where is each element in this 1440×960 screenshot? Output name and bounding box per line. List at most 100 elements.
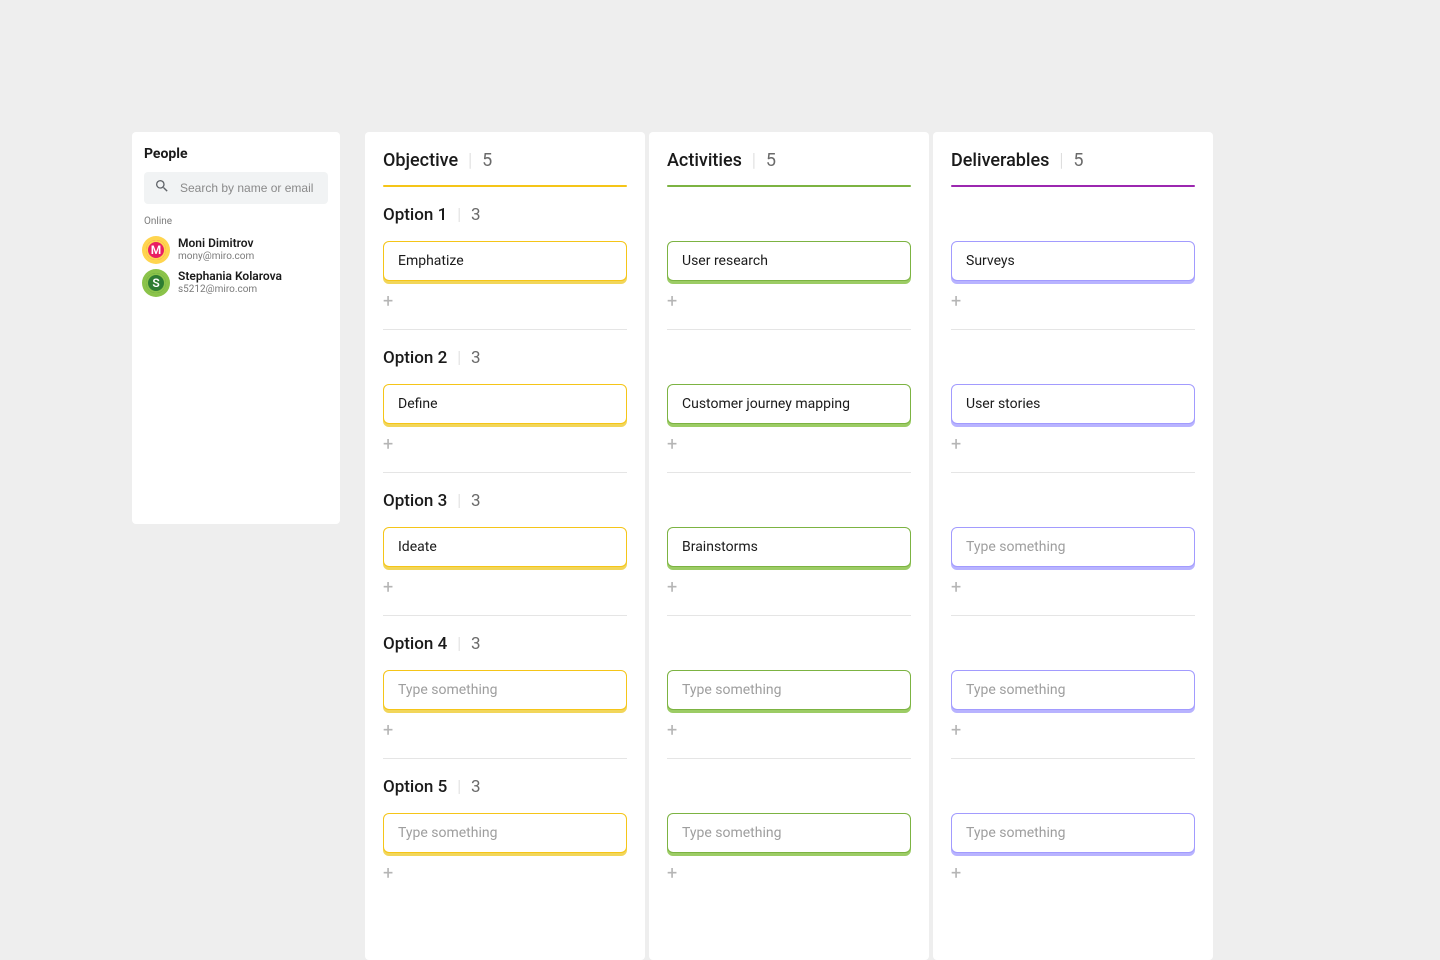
card[interactable]: Define [383, 384, 627, 424]
option-block: Option 5|3Type something+ [951, 759, 1195, 883]
option-block: Option 4|3Type something+ [667, 616, 911, 759]
column-objective: Objective|5Option 1|3Emphatize+Option 2|… [365, 132, 645, 960]
column-count: 5 [482, 150, 492, 171]
option-title-row: Option 2 | 3 [383, 348, 627, 370]
option-block: Option 3 | 3 Ideate + [383, 473, 627, 616]
option-block: Option 3|3Brainstorms+ [667, 473, 911, 616]
add-card-button[interactable]: + [951, 293, 969, 311]
card[interactable]: User research [667, 241, 911, 281]
person-email: s5212@miro.com [178, 284, 282, 296]
person-meta: Stephania Kolarovas5212@miro.com [178, 270, 282, 295]
column-count: 5 [1073, 150, 1083, 171]
option-title: Option 3 [383, 491, 447, 511]
card-text: Customer journey mapping [682, 396, 850, 412]
card[interactable]: Type something [951, 813, 1195, 853]
card[interactable]: Type something [951, 527, 1195, 567]
option-count: 3 [471, 491, 481, 511]
separator: | [752, 150, 756, 171]
card-placeholder: Type something [966, 682, 1065, 698]
separator: | [457, 491, 461, 511]
card-text: Emphatize [398, 253, 464, 269]
add-card-button[interactable]: + [667, 436, 685, 454]
person-meta: Moni Dimitrovmony@miro.com [178, 237, 254, 262]
card[interactable]: Type something [667, 670, 911, 710]
avatar: M [144, 238, 168, 262]
card[interactable]: Type something [951, 670, 1195, 710]
card[interactable]: Surveys [951, 241, 1195, 281]
add-card-button[interactable]: + [951, 579, 969, 597]
option-block: Option 5|3Type something+ [383, 759, 627, 883]
option-title-row: Option 5|3 [383, 777, 627, 799]
people-panel: People Online MMoni Dimitrovmony@miro.co… [132, 132, 340, 524]
card[interactable]: Type something [383, 813, 627, 853]
card-placeholder: Type something [966, 539, 1065, 555]
search-icon [154, 178, 170, 198]
card-placeholder: Type something [966, 825, 1065, 841]
separator: | [457, 205, 461, 225]
card[interactable]: Emphatize [383, 241, 627, 281]
option-title: Option 5 [383, 777, 447, 797]
column-activities: Activities|5Option 1|3User research+Opti… [649, 132, 929, 960]
option-block: Option 5|3Type something+ [667, 759, 911, 883]
add-card-button[interactable]: + [383, 579, 401, 597]
column-header: Deliverables|5 [951, 150, 1195, 171]
add-card-button[interactable]: + [951, 865, 969, 883]
separator: | [468, 150, 472, 171]
card-text: User research [682, 253, 768, 269]
option-block: Option 2|3Customer journey mapping+ [667, 330, 911, 473]
card-text: User stories [966, 396, 1040, 412]
person-row[interactable]: M Moni Dimitrovmony@miro.com [144, 233, 328, 266]
add-card-button[interactable]: + [383, 436, 401, 454]
separator: | [457, 348, 461, 368]
person-email: mony@miro.com [178, 251, 254, 263]
option-block: Option 3|3Type something+ [951, 473, 1195, 616]
option-title-row: Option 3 | 3 [383, 491, 627, 513]
separator: | [457, 777, 461, 797]
avatar: S [144, 271, 168, 295]
card-text: Define [398, 396, 438, 412]
option-block: Option 1 | 3 Emphatize + [383, 187, 627, 330]
add-card-button[interactable]: + [667, 865, 685, 883]
person-name: Stephania Kolarova [178, 270, 282, 284]
column-count: 5 [766, 150, 776, 171]
canvas: People Online MMoni Dimitrovmony@miro.co… [0, 0, 1440, 960]
people-online-label: Online [144, 216, 328, 227]
card-text: Ideate [398, 539, 437, 555]
people-search-input[interactable] [178, 180, 318, 196]
card[interactable]: Brainstorms [667, 527, 911, 567]
add-card-button[interactable]: + [951, 436, 969, 454]
separator: | [457, 634, 461, 654]
card[interactable]: Ideate [383, 527, 627, 567]
add-card-button[interactable]: + [667, 579, 685, 597]
people-search[interactable] [144, 172, 328, 204]
card[interactable]: Type something [383, 670, 627, 710]
option-title: Option 1 [383, 205, 447, 225]
option-block: Option 1|3User research+ [667, 187, 911, 330]
card[interactable]: Type something [667, 813, 911, 853]
card-placeholder: Type something [398, 682, 497, 698]
option-block: Option 1|3Surveys+ [951, 187, 1195, 330]
column-title: Deliverables [951, 150, 1049, 171]
card-placeholder: Type something [682, 825, 781, 841]
add-card-button[interactable]: + [951, 722, 969, 740]
person-row[interactable]: S Stephania Kolarovas5212@miro.com [144, 266, 328, 299]
person-name: Moni Dimitrov [178, 237, 254, 251]
option-block: Option 4|3Type something+ [951, 616, 1195, 759]
add-card-button[interactable]: + [383, 722, 401, 740]
option-count: 3 [471, 634, 481, 654]
card[interactable]: Customer journey mapping [667, 384, 911, 424]
option-title: Option 2 [383, 348, 447, 368]
option-count: 3 [471, 348, 481, 368]
option-block: Option 4|3Type something+ [383, 616, 627, 759]
add-card-button[interactable]: + [667, 293, 685, 311]
add-card-button[interactable]: + [383, 293, 401, 311]
card-placeholder: Type something [398, 825, 497, 841]
people-list: M Moni Dimitrovmony@miro.com S Stephania Ko… [144, 233, 328, 300]
option-count: 3 [471, 205, 481, 225]
add-card-button[interactable]: + [667, 722, 685, 740]
option-title-row: Option 1 | 3 [383, 205, 627, 227]
card-placeholder: Type something [682, 682, 781, 698]
add-card-button[interactable]: + [383, 865, 401, 883]
card[interactable]: User stories [951, 384, 1195, 424]
column-deliverables: Deliverables|5Option 1|3Surveys+Option 2… [933, 132, 1213, 960]
